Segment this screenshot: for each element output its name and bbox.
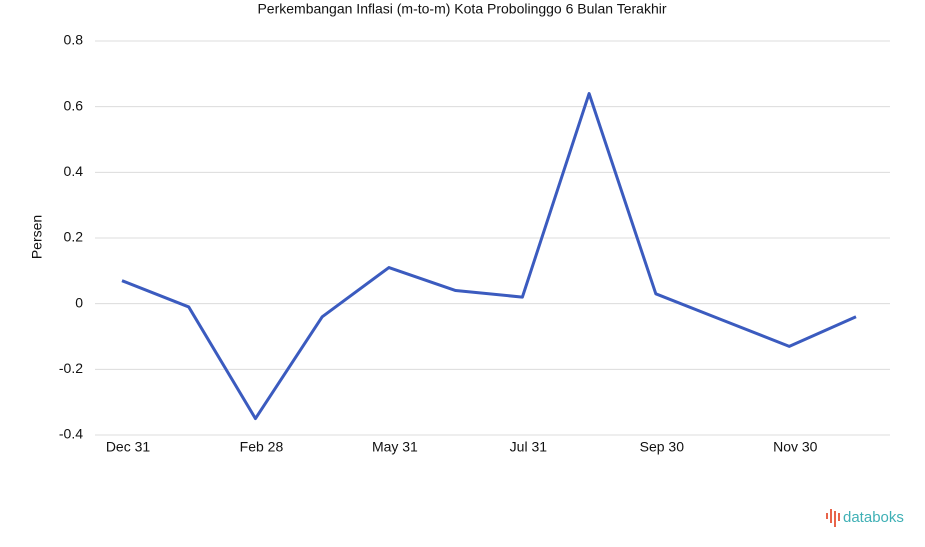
y-tick-label: -0.4 [59,426,83,442]
chart-title: Perkembangan Inflasi (m-to-m) Kota Probo… [257,1,666,17]
logo-bar [834,511,836,527]
x-tick-label: Nov 30 [773,439,818,455]
y-tick-label: -0.2 [59,360,83,376]
y-tick-label: 0.6 [64,97,84,113]
brand-name: databoks [843,509,904,526]
x-tick-label: Jul 31 [510,439,548,455]
logo-bar [838,513,840,521]
x-tick-label: Dec 31 [106,439,151,455]
x-tick-label: Sep 30 [640,439,685,455]
y-tick-label: 0 [75,294,83,310]
logo-bar [830,509,832,523]
logo-bar [826,513,828,519]
x-tick-label: Feb 28 [240,439,284,455]
y-axis-label: Persen [29,215,45,259]
brand-logo: databoks [826,509,904,527]
data-line [121,92,857,421]
y-tick-label: 0.4 [64,163,84,179]
y-tick-label: 0.2 [64,229,84,245]
x-tick-label: May 31 [372,439,418,455]
y-tick-label: 0.8 [64,32,84,48]
